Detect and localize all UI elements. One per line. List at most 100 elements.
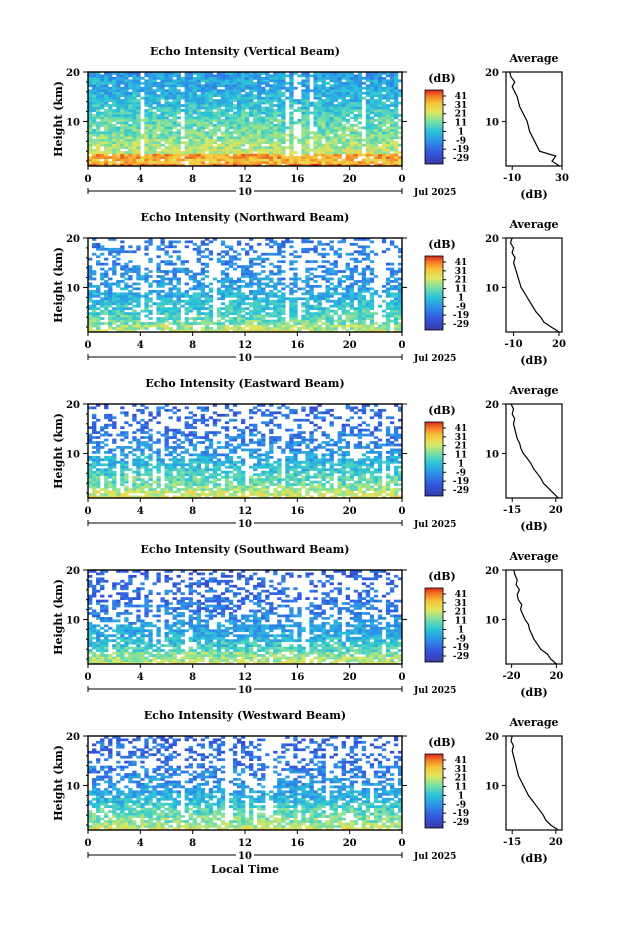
heatmap-cell <box>176 84 181 88</box>
heatmap-cell <box>116 294 121 298</box>
heatmap-cell <box>216 478 222 481</box>
heatmap-cell <box>204 302 210 306</box>
heatmap-cell <box>236 141 242 145</box>
heatmap-cell <box>128 131 133 135</box>
heatmap-cell <box>369 109 375 112</box>
heatmap-cell <box>240 475 246 479</box>
heatmap-cell <box>329 136 334 140</box>
heatmap-cell <box>321 86 326 90</box>
heatmap-cell <box>216 490 222 494</box>
heatmap-cell <box>389 304 395 308</box>
heatmap-cell <box>253 485 258 489</box>
heatmap-cell <box>192 480 197 484</box>
colorbar-title: (dB) <box>428 238 455 251</box>
heatmap-cell <box>389 131 395 135</box>
heatmap-cell <box>317 106 322 110</box>
heatmap-cell <box>309 485 314 489</box>
heatmap-cell <box>104 247 109 251</box>
heatmap-cell <box>144 101 149 105</box>
heatmap-cell <box>224 475 230 479</box>
heatmap-cell <box>273 81 278 85</box>
heatmap-cell <box>172 275 177 278</box>
colorbar-tick-label: 41 <box>455 92 468 102</box>
heatmap-cell <box>317 151 322 154</box>
heatmap-cell <box>249 143 254 147</box>
heatmap-cell <box>200 312 206 315</box>
x-tick-label: 20 <box>343 174 357 185</box>
heatmap-cell <box>100 252 105 256</box>
heatmap-cell <box>240 267 246 271</box>
heatmap-cell <box>281 74 286 78</box>
heatmap-cell <box>200 91 206 95</box>
heatmap-cell <box>164 156 169 159</box>
heatmap-cell <box>297 495 302 499</box>
heatmap-cell <box>265 116 270 120</box>
heatmap-cell <box>168 119 173 122</box>
heatmap-cell <box>297 141 302 145</box>
heatmap-cell <box>357 285 363 288</box>
heatmap-cell <box>188 119 193 122</box>
heatmap-cell <box>180 270 185 273</box>
heatmap-cell <box>377 488 383 491</box>
heatmap-cell <box>240 158 246 162</box>
heatmap-cell <box>136 84 141 88</box>
heatmap-cell <box>361 302 367 306</box>
heatmap-cell <box>317 158 322 162</box>
heatmap-cell <box>164 297 169 301</box>
heatmap-cell <box>164 106 169 110</box>
heatmap-cell <box>257 163 262 167</box>
heatmap-cell <box>220 148 226 152</box>
heatmap-cell <box>329 161 334 164</box>
heatmap-cell <box>104 76 109 80</box>
heatmap-cell <box>289 282 294 286</box>
heatmap-cell <box>373 495 379 499</box>
heatmap-cell <box>116 292 121 296</box>
heatmap-cell <box>397 329 403 333</box>
heatmap-cell <box>140 86 145 90</box>
heatmap-cell <box>88 297 93 301</box>
heatmap-cell <box>273 495 278 499</box>
heatmap-cell <box>265 285 270 288</box>
heatmap-cell <box>184 322 189 325</box>
heatmap-cell <box>341 96 346 100</box>
heatmap-cell <box>281 240 286 244</box>
heatmap-cell <box>208 114 214 117</box>
heatmap-cell <box>357 146 363 149</box>
heatmap-cell <box>277 89 282 93</box>
heatmap-cell <box>329 478 334 481</box>
heatmap-cell <box>353 156 359 159</box>
heatmap-cell <box>377 146 383 149</box>
heatmap-cell <box>216 292 222 296</box>
heatmap-cell <box>317 252 322 256</box>
heatmap-cell <box>277 270 282 273</box>
heatmap-cell <box>156 158 161 162</box>
heatmap-cell <box>108 133 113 137</box>
heatmap-cell <box>389 272 395 276</box>
heatmap-cell <box>357 317 363 320</box>
heatmap-cell <box>333 111 338 115</box>
heatmap-cell <box>293 309 298 313</box>
heatmap-cell <box>92 309 97 313</box>
heatmap-cell <box>96 473 101 477</box>
heatmap-cell <box>200 493 206 496</box>
heatmap-cell <box>180 163 185 167</box>
heatmap-cell <box>265 314 270 318</box>
heatmap-cell <box>337 307 342 311</box>
heatmap-cell <box>232 99 238 102</box>
heatmap-cell <box>329 287 334 291</box>
heatmap-cell <box>309 314 314 318</box>
heatmap-cell <box>381 322 387 325</box>
heatmap-cell <box>104 297 109 301</box>
heatmap-cell <box>341 148 346 152</box>
heatmap-cell <box>120 294 125 298</box>
heatmap-cell <box>104 151 109 154</box>
heatmap-cell <box>212 153 218 157</box>
heatmap-cell <box>124 84 129 88</box>
heatmap-cell <box>100 267 105 271</box>
heatmap-cell <box>116 133 121 137</box>
heatmap-cell <box>365 493 371 496</box>
heatmap-cell <box>257 329 262 333</box>
heatmap-cell <box>100 299 105 303</box>
heatmap-cell <box>148 81 153 85</box>
heatmap-cell <box>128 81 133 85</box>
